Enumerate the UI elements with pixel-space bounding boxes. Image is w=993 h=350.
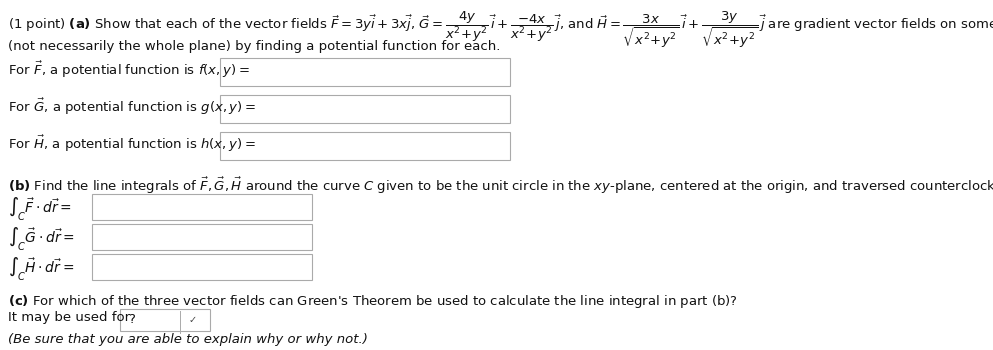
FancyBboxPatch shape: [220, 58, 510, 86]
Text: (Be sure that you are able to explain why or why not.): (Be sure that you are able to explain wh…: [8, 333, 367, 346]
Text: It may be used for: It may be used for: [8, 311, 130, 324]
Text: For $\vec{F}$, a potential function is $f(x, y) =$: For $\vec{F}$, a potential function is $…: [8, 60, 249, 80]
Text: $\int_C \vec{G} \cdot d\vec{r} =$: $\int_C \vec{G} \cdot d\vec{r} =$: [8, 226, 74, 253]
Text: For $\vec{H}$, a potential function is $h(x, y) =$: For $\vec{H}$, a potential function is $…: [8, 134, 256, 154]
FancyBboxPatch shape: [220, 95, 510, 123]
FancyBboxPatch shape: [92, 254, 312, 280]
FancyBboxPatch shape: [120, 309, 210, 331]
Text: $\mathbf{(b)}$ Find the line integrals of $\vec{F}, \vec{G}, \vec{H}$ around the: $\mathbf{(b)}$ Find the line integrals o…: [8, 176, 993, 196]
Text: $\mathbf{(c)}$ For which of the three vector fields can Green's Theorem be used : $\mathbf{(c)}$ For which of the three ve…: [8, 293, 738, 310]
Text: (not necessarily the whole plane) by finding a potential function for each.: (not necessarily the whole plane) by fin…: [8, 40, 500, 53]
FancyBboxPatch shape: [92, 224, 312, 250]
Text: ?: ?: [128, 313, 135, 326]
FancyBboxPatch shape: [92, 194, 312, 220]
Text: $\int_C \vec{F} \cdot d\vec{r} =$: $\int_C \vec{F} \cdot d\vec{r} =$: [8, 196, 71, 223]
Text: (1 point) $\mathbf{(a)}$ Show that each of the vector fields $\vec{F} = 3y\vec{i: (1 point) $\mathbf{(a)}$ Show that each …: [8, 10, 993, 50]
FancyBboxPatch shape: [220, 132, 510, 160]
Text: $\int_C \vec{H} \cdot d\vec{r} =$: $\int_C \vec{H} \cdot d\vec{r} =$: [8, 256, 74, 283]
Text: $\checkmark$: $\checkmark$: [188, 314, 197, 324]
Text: For $\vec{G}$, a potential function is $g(x, y) =$: For $\vec{G}$, a potential function is $…: [8, 97, 256, 117]
